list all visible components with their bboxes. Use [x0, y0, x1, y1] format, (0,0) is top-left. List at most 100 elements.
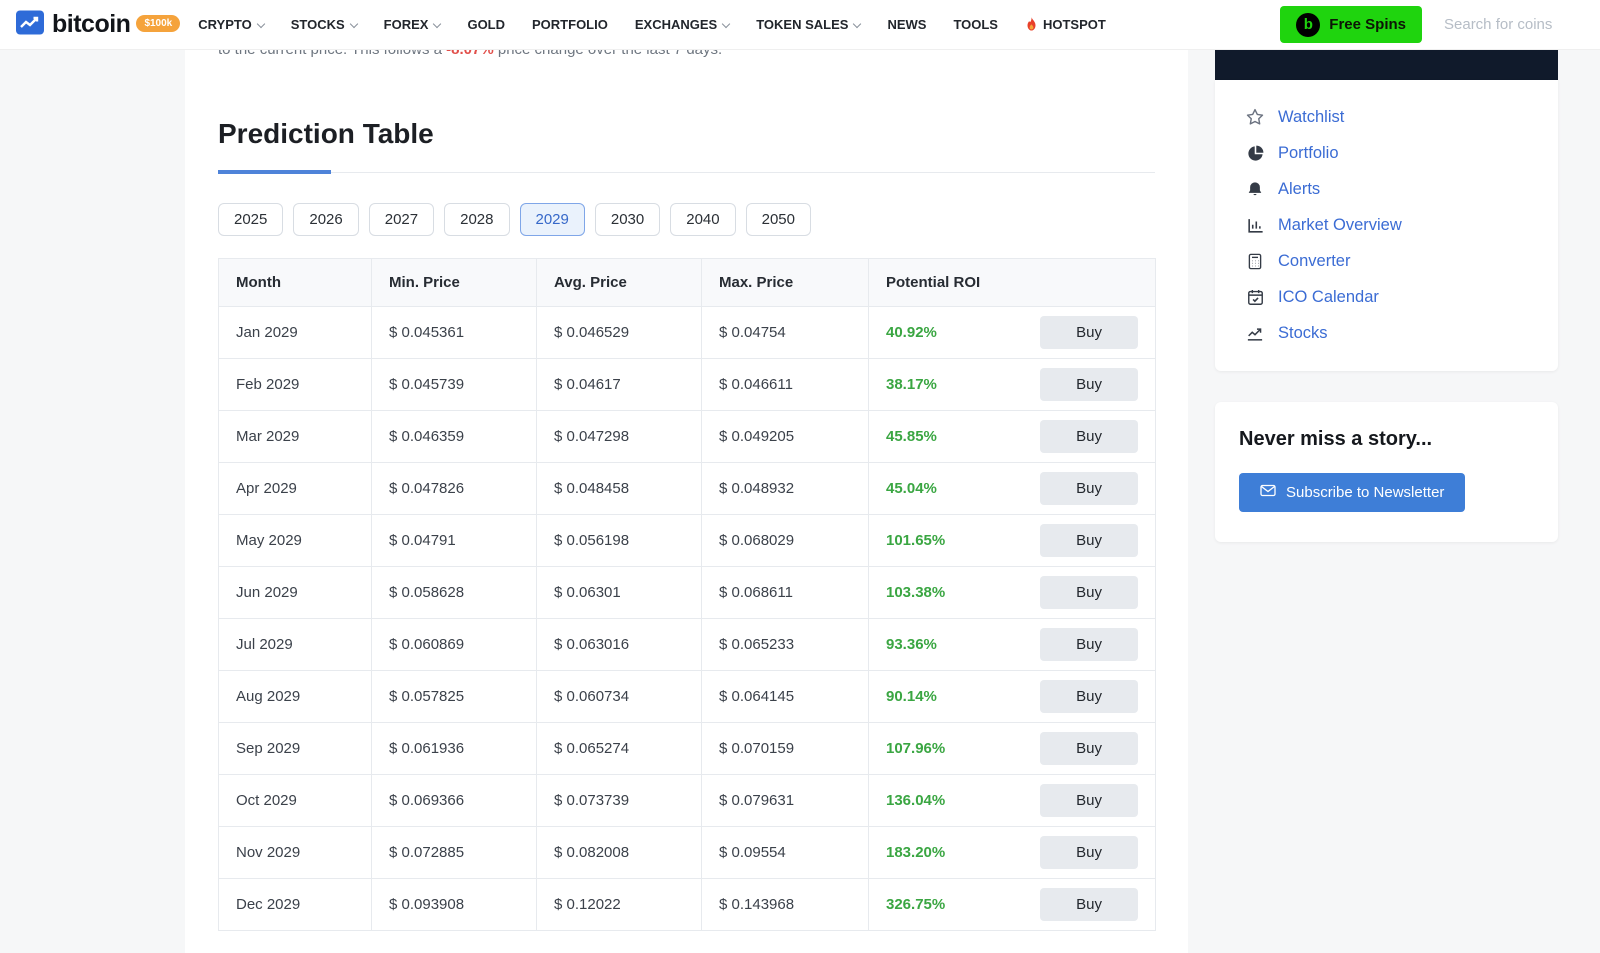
buy-button[interactable]: Buy	[1040, 732, 1138, 765]
main-nav: CRYPTO STOCKS FOREX GOLD PORTFOLIO	[198, 17, 1106, 32]
nav-item[interactable]: NEWS	[887, 17, 926, 32]
min-price-cell: $ 0.057825	[371, 670, 537, 723]
roi-value: 183.20%	[886, 844, 946, 861]
year-tab[interactable]: 2030	[594, 203, 661, 236]
buy-button[interactable]: Buy	[1040, 888, 1138, 921]
roi-cell: 38.17% Buy	[868, 358, 1156, 411]
month-cell: Feb 2029	[218, 358, 372, 411]
buy-button[interactable]: Buy	[1040, 420, 1138, 453]
nav-item[interactable]: STOCKS	[291, 17, 358, 32]
roi-cell: 45.85% Buy	[868, 410, 1156, 463]
buy-button[interactable]: Buy	[1040, 472, 1138, 505]
max-price-cell: $ 0.046611	[701, 358, 869, 411]
sidebar-link[interactable]: Market Overview	[1245, 215, 1528, 235]
month-cell: Mar 2029	[218, 410, 372, 463]
max-price-cell: $ 0.049205	[701, 410, 869, 463]
star-icon	[1245, 107, 1265, 127]
min-price-cell: $ 0.058628	[371, 566, 537, 619]
sidebar-link[interactable]: Converter	[1245, 251, 1528, 271]
table-header-cell: Max. Price	[701, 258, 869, 307]
nav-item-label: GOLD	[467, 17, 506, 32]
subscribe-label: Subscribe to Newsletter	[1286, 484, 1445, 501]
sidebar-link[interactable]: Watchlist	[1245, 107, 1528, 127]
subscribe-button[interactable]: Subscribe to Newsletter	[1239, 473, 1466, 512]
month-cell: May 2029	[218, 514, 372, 567]
avg-price-cell: $ 0.046529	[536, 306, 702, 359]
nav-item[interactable]: TOOLS	[953, 17, 998, 32]
logo-icon	[16, 9, 46, 41]
nav-item-label: EXCHANGES	[634, 17, 718, 32]
sidebar-link-label: Converter	[1278, 251, 1351, 270]
top-navbar: bitcoin $100k CRYPTO STOCKS FOREX GOLD	[0, 0, 1600, 50]
month-cell: Apr 2029	[218, 462, 372, 515]
table-row: Nov 2029 $ 0.072885 $ 0.082008 $ 0.09554…	[218, 826, 1156, 879]
sidebar-link-label: Watchlist	[1278, 107, 1345, 126]
year-tab[interactable]: 2050	[745, 203, 811, 236]
roi-value: 45.04%	[886, 480, 937, 497]
sidebar-link[interactable]: ICO Calendar	[1245, 287, 1528, 307]
free-spins-button[interactable]: b Free Spins	[1280, 6, 1422, 43]
nav-item[interactable]: HOTSPOT	[1025, 17, 1106, 32]
table-row: May 2029 $ 0.04791 $ 0.056198 $ 0.068029…	[218, 514, 1156, 567]
buy-button[interactable]: Buy	[1040, 524, 1138, 557]
roi-value: 90.14%	[886, 688, 937, 705]
avg-price-cell: $ 0.048458	[536, 462, 702, 515]
buy-button[interactable]: Buy	[1040, 316, 1138, 349]
table-header-cell: Potential ROI	[868, 258, 1156, 307]
table-row: Feb 2029 $ 0.045739 $ 0.04617 $ 0.046611…	[218, 358, 1156, 411]
sidebar-link-label: ICO Calendar	[1278, 287, 1379, 306]
avg-price-cell: $ 0.056198	[536, 514, 702, 567]
sidebar-link[interactable]: Stocks	[1245, 323, 1528, 343]
chevron-down-icon	[349, 19, 358, 28]
sidebar-link[interactable]: Alerts	[1245, 179, 1528, 199]
flame-icon	[1025, 17, 1038, 32]
intro-text: to the current price. This follows a -8.…	[218, 50, 1155, 63]
buy-button[interactable]: Buy	[1040, 680, 1138, 713]
buy-button[interactable]: Buy	[1040, 368, 1138, 401]
chevron-down-icon	[853, 19, 862, 28]
ad-banner[interactable]	[1215, 50, 1558, 80]
min-price-cell: $ 0.069366	[371, 774, 537, 827]
nav-item[interactable]: CRYPTO	[198, 17, 265, 32]
site-logo[interactable]: bitcoin $100k	[16, 9, 181, 41]
year-tab[interactable]: 2040	[670, 203, 736, 236]
newsletter-card: Never miss a story... Subscribe to Newsl…	[1215, 402, 1558, 542]
nav-item[interactable]: PORTFOLIO	[532, 17, 608, 32]
year-tab[interactable]: 2026	[293, 203, 359, 236]
roi-value: 38.17%	[886, 376, 937, 393]
buy-button[interactable]: Buy	[1040, 784, 1138, 817]
roi-cell: 45.04% Buy	[868, 462, 1156, 515]
min-price-cell: $ 0.061936	[371, 722, 537, 775]
intro-before: to the current price. This follows a	[218, 50, 446, 58]
nav-item[interactable]: FOREX	[384, 17, 442, 32]
year-tab[interactable]: 2027	[368, 203, 435, 236]
main-content: to the current price. This follows a -8.…	[185, 50, 1188, 953]
buy-button[interactable]: Buy	[1040, 836, 1138, 869]
roi-value: 136.04%	[886, 792, 946, 809]
logo-badge: $100k	[136, 15, 181, 32]
year-tab[interactable]: 2028	[444, 203, 510, 236]
nav-item[interactable]: EXCHANGES	[634, 17, 731, 32]
roi-cell: 90.14% Buy	[868, 670, 1156, 723]
prediction-table: Month Min. Price Avg. Price Max. Price Poten…	[218, 258, 1156, 931]
month-cell: Jun 2029	[218, 566, 372, 619]
table-row: Oct 2029 $ 0.069366 $ 0.073739 $ 0.07963…	[218, 774, 1156, 827]
month-cell: Oct 2029	[218, 774, 372, 827]
nav-item[interactable]: GOLD	[467, 17, 505, 32]
nav-item[interactable]: TOKEN SALES	[756, 17, 862, 32]
max-price-cell: $ 0.04754	[701, 306, 869, 359]
chevron-down-icon	[433, 19, 442, 28]
roi-value: 45.85%	[886, 428, 937, 445]
sidebar-link[interactable]: Portfolio	[1245, 143, 1528, 163]
roi-cell: 93.36% Buy	[868, 618, 1156, 671]
max-price-cell: $ 0.143968	[701, 878, 869, 931]
buy-button[interactable]: Buy	[1040, 628, 1138, 661]
year-tab[interactable]: 2029	[519, 203, 585, 236]
buy-button[interactable]: Buy	[1040, 576, 1138, 609]
roi-cell: 103.38% Buy	[868, 566, 1156, 619]
year-tab[interactable]: 2025	[218, 203, 284, 236]
quick-links-card: Watchlist Portfolio Alerts Market Overvi…	[1215, 80, 1558, 371]
search-input[interactable]	[1442, 15, 1600, 34]
table-header-cell: Month	[218, 258, 372, 307]
avg-price-cell: $ 0.06301	[536, 566, 702, 619]
